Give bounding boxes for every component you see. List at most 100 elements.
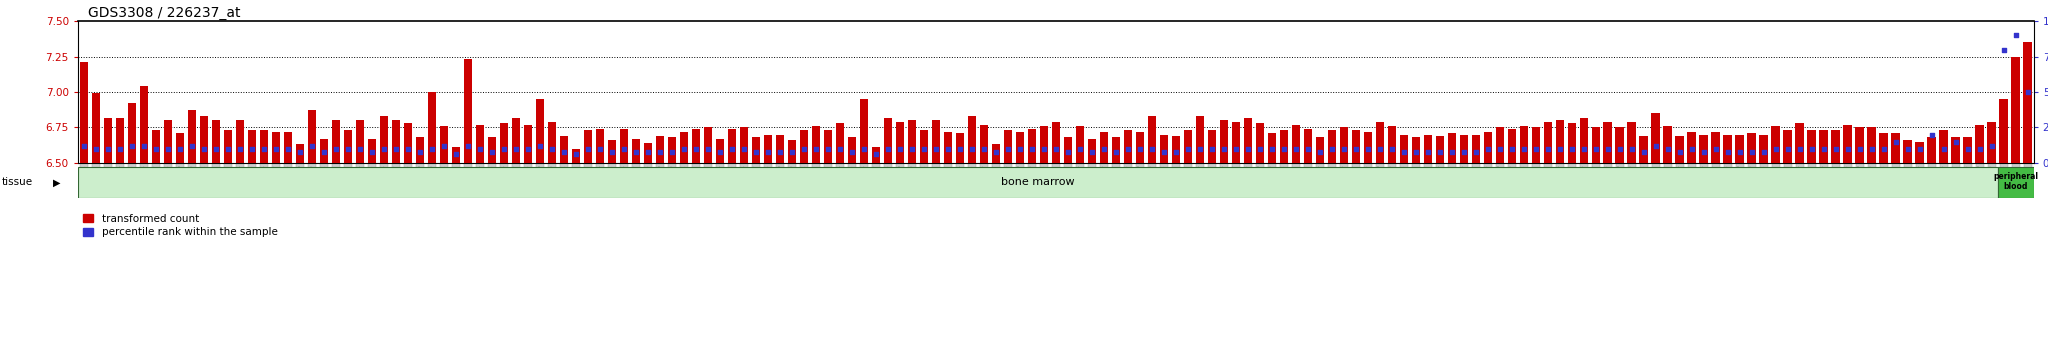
Point	[416, 146, 449, 152]
Bar	[1520, 126, 1528, 163]
Point	[1159, 149, 1192, 154]
Point	[1722, 149, 1755, 154]
Bar	[1231, 122, 1239, 163]
Bar	[1735, 135, 1745, 163]
Bar	[668, 137, 676, 163]
Point	[92, 146, 125, 152]
Point	[1243, 146, 1276, 152]
Point	[1604, 146, 1636, 152]
Point	[1819, 146, 1851, 152]
Point	[1171, 146, 1204, 152]
Bar	[1997, 167, 2034, 198]
Bar	[1399, 135, 1407, 163]
Bar	[344, 130, 352, 163]
Bar	[739, 127, 748, 163]
Point	[860, 152, 893, 157]
Bar	[1255, 123, 1264, 163]
Bar	[1796, 123, 1804, 163]
Bar	[1327, 130, 1335, 163]
Bar	[1280, 130, 1288, 163]
Bar	[428, 92, 436, 163]
Bar	[811, 126, 819, 163]
Point	[1038, 146, 1073, 152]
Bar	[1087, 139, 1096, 163]
Point	[692, 146, 725, 152]
Bar	[1208, 130, 1217, 163]
Bar	[1999, 99, 2007, 163]
Text: ▶: ▶	[53, 177, 61, 187]
Bar	[895, 122, 903, 163]
Bar	[559, 136, 567, 163]
Bar	[379, 116, 387, 163]
Bar	[883, 118, 893, 163]
Point	[715, 146, 748, 152]
Point	[80, 146, 113, 152]
Bar	[752, 137, 760, 163]
Point	[920, 146, 952, 152]
Point	[272, 146, 305, 152]
Bar	[932, 120, 940, 163]
Bar	[631, 139, 639, 163]
Bar	[319, 139, 328, 163]
Point	[1376, 146, 1409, 152]
Point	[1327, 146, 1360, 152]
Point	[1927, 146, 1960, 152]
Bar	[1364, 132, 1372, 163]
Point	[1255, 146, 1288, 152]
Bar	[1855, 127, 1864, 163]
Bar	[1423, 135, 1432, 163]
Point	[391, 146, 424, 152]
Point	[811, 146, 844, 152]
Point	[1999, 33, 2032, 38]
Point	[1219, 146, 1251, 152]
Bar	[547, 122, 555, 163]
Bar	[776, 135, 784, 163]
Bar	[152, 130, 160, 163]
Point	[944, 146, 977, 152]
Point	[668, 146, 700, 152]
Bar	[621, 129, 629, 163]
Point	[1796, 146, 1829, 152]
Point	[1544, 146, 1577, 152]
Text: tissue: tissue	[2, 177, 33, 187]
Point	[1063, 146, 1096, 152]
Bar	[1772, 126, 1780, 163]
Bar	[1567, 123, 1575, 163]
Bar	[1903, 140, 1913, 163]
Bar	[1976, 125, 1985, 163]
Point	[1688, 149, 1720, 154]
Point	[1184, 146, 1217, 152]
Point	[631, 149, 664, 154]
Bar	[1147, 116, 1155, 163]
Point	[1399, 149, 1432, 154]
Point	[260, 146, 293, 152]
Bar	[1243, 118, 1251, 163]
Bar	[80, 62, 88, 163]
Bar	[1640, 136, 1649, 163]
Bar	[176, 133, 184, 163]
Point	[1470, 146, 1503, 152]
Point	[1075, 149, 1108, 154]
Bar	[1892, 133, 1901, 163]
Bar	[836, 123, 844, 163]
Bar	[1808, 130, 1817, 163]
Point	[954, 146, 987, 152]
Point	[487, 146, 520, 152]
Point	[618, 149, 651, 154]
Bar	[823, 130, 831, 163]
Point	[1532, 146, 1565, 152]
Bar	[1868, 127, 1876, 163]
Point	[1591, 146, 1624, 152]
Point	[979, 149, 1012, 154]
Bar	[907, 120, 915, 163]
Bar	[92, 93, 100, 163]
Point	[655, 149, 688, 154]
Bar	[1386, 126, 1397, 163]
Point	[1855, 146, 1888, 152]
Point	[379, 146, 412, 152]
Point	[344, 146, 377, 152]
Bar	[524, 125, 532, 163]
Bar	[1460, 135, 1468, 163]
Point	[1004, 146, 1036, 152]
Point	[236, 146, 268, 152]
